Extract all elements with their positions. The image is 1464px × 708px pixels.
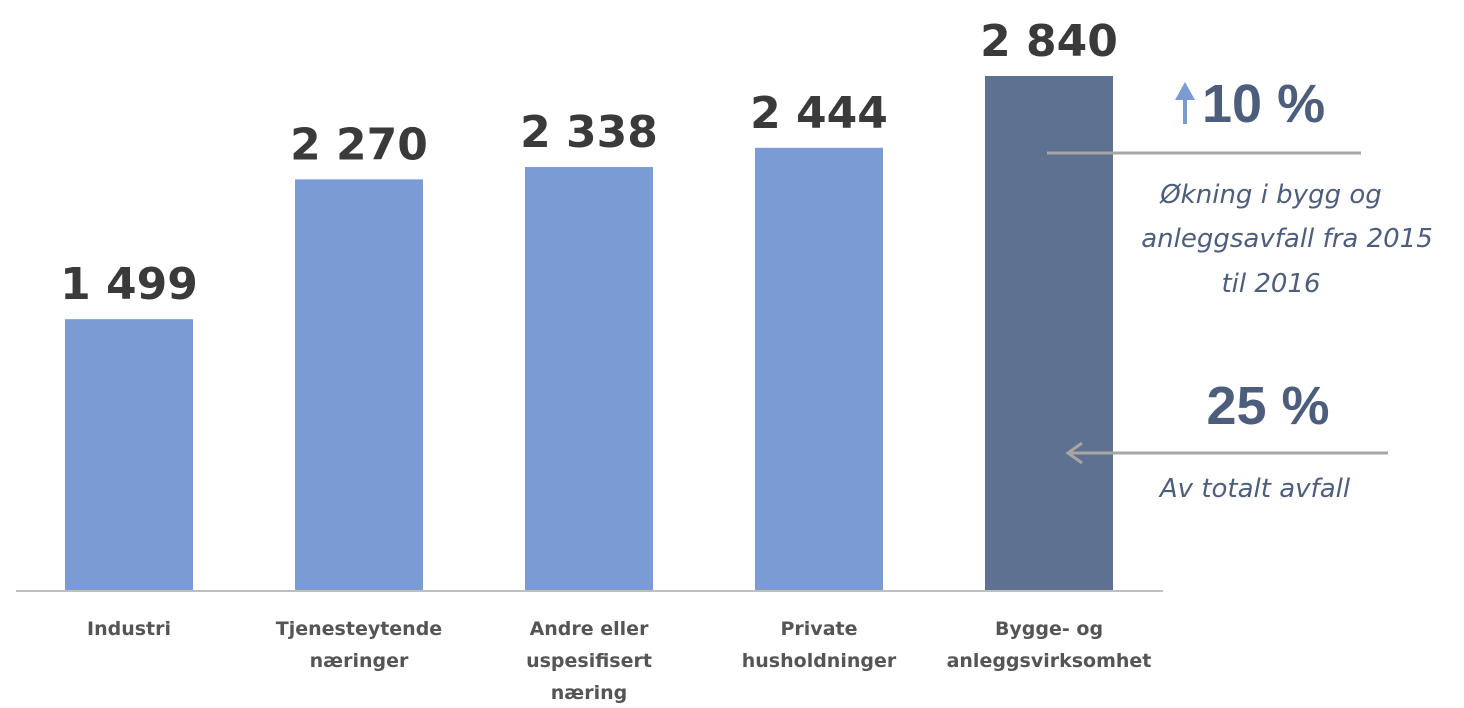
increase-value: 10 % bbox=[1202, 74, 1325, 134]
category-label-3-line-0: Private bbox=[781, 618, 858, 640]
increase-text-line-3: til 2016 bbox=[1221, 269, 1320, 299]
increase-text-line-2: anleggsavfall fra 2015 bbox=[1141, 224, 1433, 254]
bar-value-label-1: 2 270 bbox=[290, 119, 428, 170]
category-label-2-line-0: Andre eller bbox=[530, 618, 650, 640]
category-label-3-line-1: husholdninger bbox=[742, 650, 897, 672]
category-label-1-line-1: næringer bbox=[310, 650, 409, 672]
bar-3 bbox=[755, 147, 883, 591]
bar-value-label-3: 2 444 bbox=[750, 88, 888, 139]
bar-1 bbox=[295, 179, 423, 591]
category-label-0-line-0: Industri bbox=[87, 618, 171, 640]
share-value: 25 % bbox=[1206, 376, 1329, 436]
category-label-2-line-1: uspesifisert bbox=[526, 650, 652, 672]
bar-0 bbox=[65, 319, 193, 591]
category-label-4-line-1: anleggsvirksomhet bbox=[947, 650, 1152, 672]
category-label-4-line-0: Bygge- og bbox=[995, 618, 1103, 640]
increase-text-line-1: Økning i bygg og bbox=[1159, 180, 1382, 210]
category-labels-group: Industri Tjenesteytende næringer Andre elle… bbox=[87, 618, 1151, 704]
bar-value-label-4: 2 840 bbox=[980, 16, 1118, 67]
bar-value-label-2: 2 338 bbox=[520, 107, 658, 158]
share-text: Av totalt avfall bbox=[1158, 474, 1351, 504]
bars-group bbox=[65, 76, 1113, 592]
up-arrow-icon bbox=[1175, 82, 1195, 124]
bar-value-label-0: 1 499 bbox=[60, 259, 198, 310]
category-label-2-line-2: næring bbox=[551, 682, 627, 704]
share-callout: 25 % Av totalt avfall bbox=[1065, 376, 1388, 504]
category-label-1-line-0: Tjenesteytende bbox=[276, 618, 442, 640]
increase-callout: 10 % Økning i bygg og anleggsavfall fra … bbox=[1047, 74, 1433, 299]
bar-2 bbox=[525, 167, 653, 592]
left-arrow-icon bbox=[1065, 441, 1388, 465]
value-labels-group: 1 499 2 270 2 338 2 444 2 840 bbox=[60, 16, 1118, 310]
bar-4 bbox=[985, 76, 1113, 591]
